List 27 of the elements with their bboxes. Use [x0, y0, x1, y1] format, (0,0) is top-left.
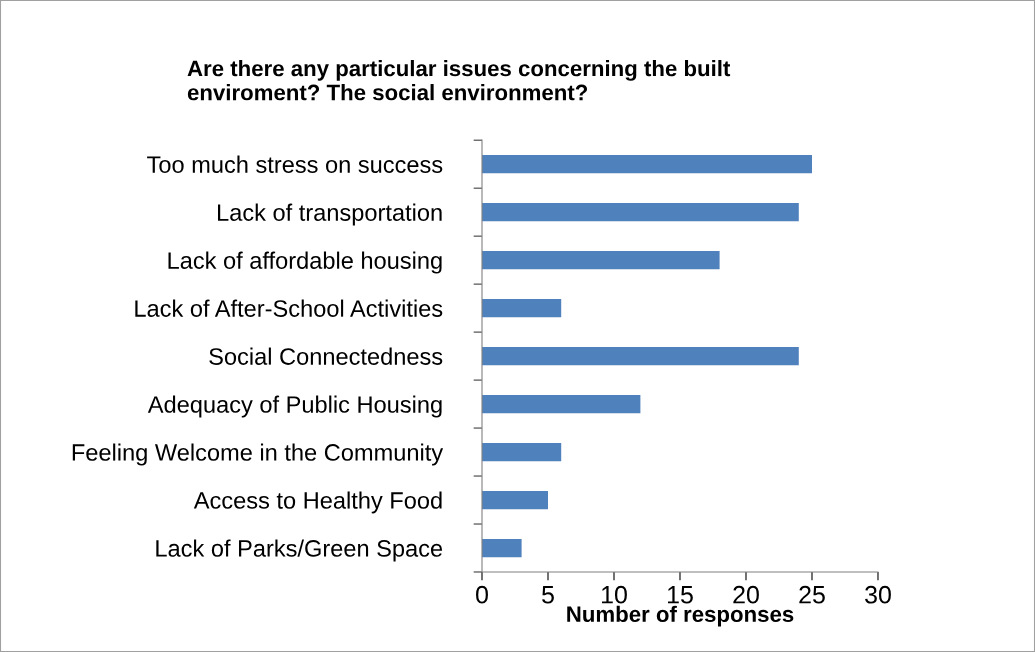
- bar: [482, 490, 548, 510]
- y-tick-label: Social Connectedness: [209, 347, 443, 365]
- x-tick-label: 25: [799, 585, 825, 604]
- x-tick-label: 30: [865, 585, 891, 604]
- y-tick-label: Feeling Welcome in the Community: [72, 443, 444, 466]
- bar: [482, 203, 799, 222]
- bar: [482, 155, 812, 174]
- x-tick-label: 20: [733, 585, 759, 604]
- x-tick-label: 5: [542, 586, 554, 604]
- bar: [482, 251, 720, 270]
- y-tick-label: Lack of affordable housing: [168, 251, 442, 274]
- y-tick-label: Too much stress on success: [147, 155, 443, 173]
- chart-title: Are there any particular issues concerning the built enviroment? The social environment?: [187, 60, 731, 101]
- bar: [482, 298, 562, 318]
- x-tick-label: 10: [602, 585, 627, 604]
- x-tick-label: 0: [476, 585, 488, 604]
- bar: [482, 538, 522, 558]
- y-tick-label: Lack of Parks/Green Space: [156, 539, 443, 562]
- bar: [482, 442, 562, 462]
- bar: [482, 394, 641, 414]
- y-tick-label: Lack of transportation: [218, 203, 442, 226]
- x-axis-title: Number of responses: [567, 605, 794, 627]
- y-tick-label: Adequacy of Public Housing: [147, 395, 442, 418]
- y-tick-label: Access to Healthy Food: [193, 491, 442, 514]
- x-tick-label: 15: [668, 586, 693, 604]
- bar: [482, 346, 799, 366]
- y-tick-label: Lack of After-School Activities: [135, 299, 443, 317]
